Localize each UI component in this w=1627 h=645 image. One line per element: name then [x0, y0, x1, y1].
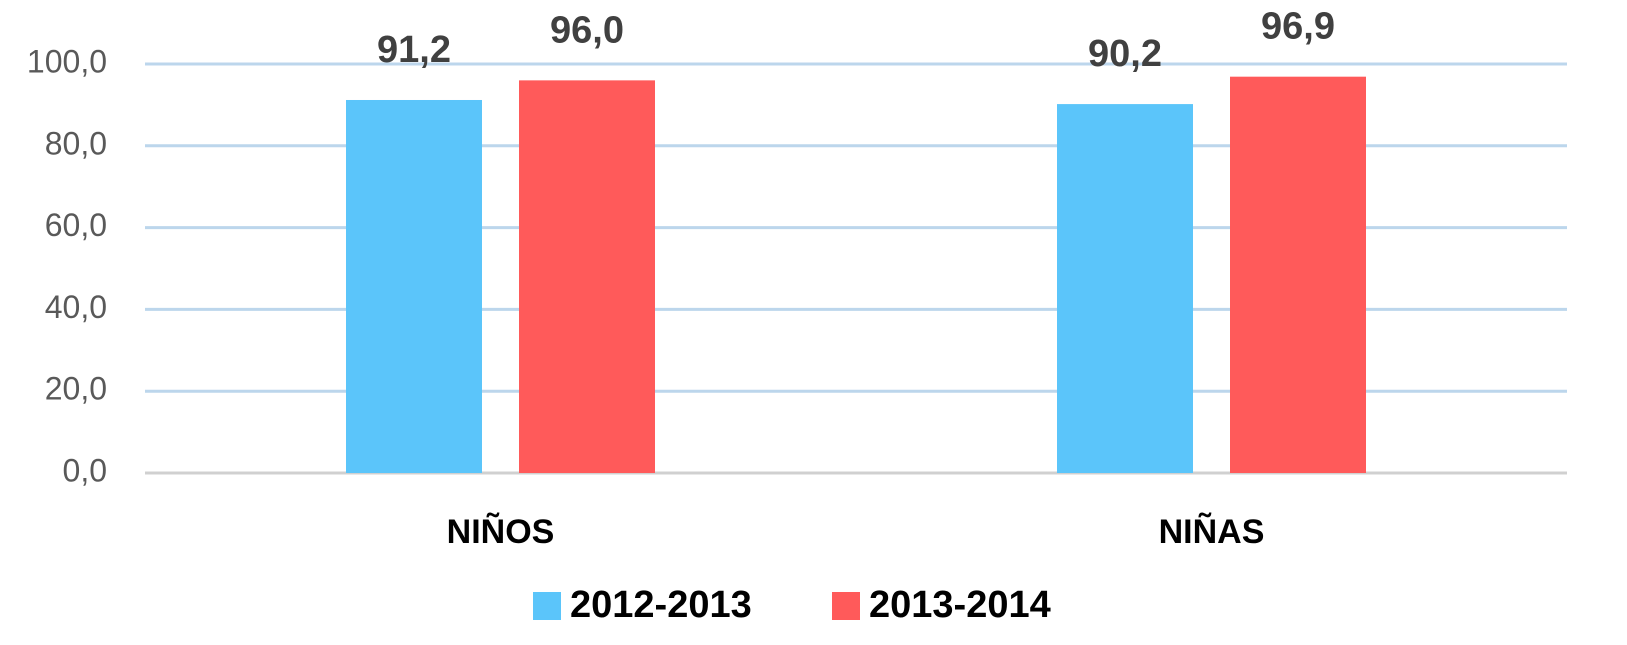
legend-swatch [533, 592, 561, 620]
legend-swatch [832, 592, 860, 620]
y-tick-label: 60,0 [45, 207, 107, 243]
data-label: 90,2 [1088, 33, 1162, 75]
bar [1230, 76, 1366, 473]
data-label: 96,9 [1261, 6, 1335, 48]
x-tick-label: NIÑOS [447, 513, 555, 551]
legend-label: 2013-2014 [869, 584, 1051, 626]
legend-label: 2012-2013 [570, 584, 752, 626]
y-tick-label: 40,0 [45, 289, 107, 325]
y-tick-label: 0,0 [63, 452, 107, 488]
bar [519, 80, 655, 474]
data-label: 96,0 [550, 9, 624, 51]
y-tick-label: 80,0 [45, 125, 107, 161]
data-label: 91,2 [377, 29, 451, 71]
y-tick-label: 20,0 [45, 371, 107, 407]
bar [346, 99, 482, 473]
x-tick-label: NIÑAS [1159, 513, 1265, 551]
bar [1057, 104, 1193, 473]
y-tick-label: 100,0 [27, 43, 107, 79]
